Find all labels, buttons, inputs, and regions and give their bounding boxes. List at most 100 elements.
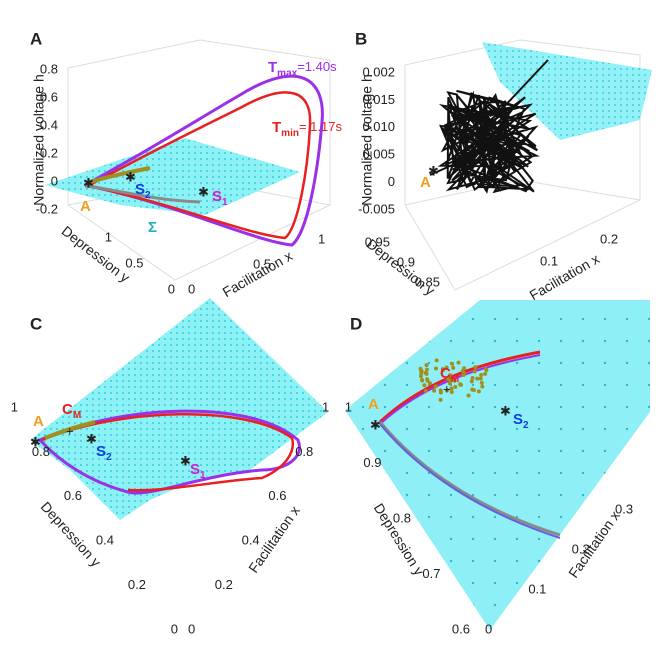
tick-label: -0.005 — [358, 201, 395, 216]
cluster-dot — [479, 380, 484, 385]
axis-title: Depression y — [59, 223, 133, 286]
tick-label: 0 — [168, 281, 175, 296]
annotation-sub: 1 — [200, 470, 206, 481]
marker-s2: ✱ — [86, 431, 97, 446]
annotation-sub: 2 — [145, 190, 151, 201]
cluster-dot — [424, 371, 429, 376]
annotation: Tmin= 1.17s — [272, 119, 342, 139]
marker-cm: + — [66, 423, 74, 438]
cluster-dot — [448, 373, 453, 378]
tick-label: 0 — [485, 621, 492, 636]
cluster-dot — [422, 383, 427, 388]
tick-label: 0.8 — [40, 61, 58, 76]
tick-label: 0.6 — [452, 621, 470, 636]
axis-title: Normalized voltage h — [31, 74, 47, 206]
cluster-dot — [460, 369, 465, 374]
tick-label: 1 — [345, 399, 352, 414]
marker-a: ✱ — [428, 163, 439, 178]
cluster-dot — [470, 375, 475, 380]
cluster-dot — [445, 388, 450, 393]
annotation-sub: M — [451, 374, 459, 385]
annotation-sub: M — [73, 410, 81, 421]
cluster-dot — [456, 360, 461, 365]
annotation: S2 — [513, 411, 529, 431]
cluster-dot — [479, 372, 484, 377]
tick-label: 0.002 — [362, 64, 395, 79]
axis-title: Depression y — [38, 498, 105, 569]
panel-a-drawing: ✱ ✱ ✱ — [45, 39, 331, 281]
cluster-dot — [466, 393, 471, 398]
annotation-after: =1.40s — [297, 59, 337, 74]
marker-a: ✱ — [83, 175, 94, 190]
annotation: A — [80, 198, 91, 215]
tick-label: -0.2 — [36, 201, 58, 216]
tick-label: 1 — [322, 399, 329, 414]
tick-label: 0.4 — [40, 117, 58, 132]
panel-d-drawing: ✱ + ✱ — [345, 300, 650, 630]
tick-label: 0.2 — [600, 231, 618, 246]
annotation: S2 — [135, 181, 151, 201]
marker-s2: ✱ — [500, 403, 511, 418]
tick-label: 0.4 — [96, 533, 114, 548]
cluster-dot — [452, 378, 457, 383]
annotation: S1 — [212, 188, 228, 208]
axis-title: Normalized voltage h — [359, 74, 375, 206]
tick-label: 0.8 — [32, 444, 50, 459]
annotation-sub: 2 — [523, 420, 529, 431]
cluster-dot — [472, 369, 477, 374]
marker-a: ✱ — [370, 417, 381, 432]
annotation: A — [33, 413, 44, 430]
annotation: CM — [62, 401, 81, 421]
tick-label: 0 — [171, 621, 178, 636]
tick-label: 0.4 — [242, 533, 260, 548]
annotation: A — [420, 174, 431, 191]
tick-label: 0.6 — [64, 488, 82, 503]
cluster-dot — [418, 374, 423, 379]
cluster-dot — [438, 388, 443, 393]
cluster-dot — [476, 389, 481, 394]
annotation-text: S — [513, 411, 523, 428]
marker-s2: ✱ — [125, 169, 136, 184]
tick-label: 0.2 — [572, 541, 590, 556]
cluster-dot — [451, 365, 456, 370]
tick-label: 0.010 — [362, 119, 395, 134]
cluster-dot — [424, 363, 429, 368]
cluster-dot — [478, 376, 483, 381]
cluster-dot — [433, 384, 438, 389]
tick-label: 0.7 — [422, 566, 440, 581]
cluster-dot — [484, 367, 489, 372]
annotation-text: A — [80, 198, 91, 215]
cluster-dot — [471, 388, 476, 393]
cluster-dot — [450, 361, 455, 366]
tick-label: 0.95 — [365, 234, 390, 249]
cluster-dot — [480, 384, 485, 389]
tick-label: 0.005 — [362, 147, 395, 162]
cluster-dot — [448, 381, 453, 386]
cluster-dot — [453, 384, 458, 389]
cluster-dot — [449, 386, 454, 391]
tick-label: 1 — [318, 231, 325, 246]
cluster-dot — [441, 368, 446, 373]
axis-title: Depression y — [364, 236, 438, 299]
marker-a: ✱ — [30, 434, 41, 449]
tick-label: 0.5 — [125, 255, 143, 270]
cluster-dot — [420, 377, 425, 382]
annotation-sub: 1 — [222, 197, 228, 208]
annotation-sub: 2 — [106, 452, 112, 463]
panel-label: B — [355, 29, 367, 48]
marker-s1: ✱ — [180, 453, 191, 468]
cluster-dot — [423, 388, 428, 393]
annotation: S2 — [96, 443, 112, 463]
tick-label: 0.6 — [268, 488, 286, 503]
cluster-dot — [458, 382, 463, 387]
cluster-dot — [438, 397, 443, 402]
annotation-sub: max — [277, 68, 297, 79]
axis-title: Facilitation x — [527, 250, 602, 303]
tick-label: 0.2 — [128, 577, 146, 592]
tick-label: 0 — [51, 173, 58, 188]
annotation-text: A — [420, 174, 431, 191]
annotation-text: S — [190, 461, 200, 478]
annotation: CM — [440, 365, 459, 385]
annotation-text: S — [96, 443, 106, 460]
